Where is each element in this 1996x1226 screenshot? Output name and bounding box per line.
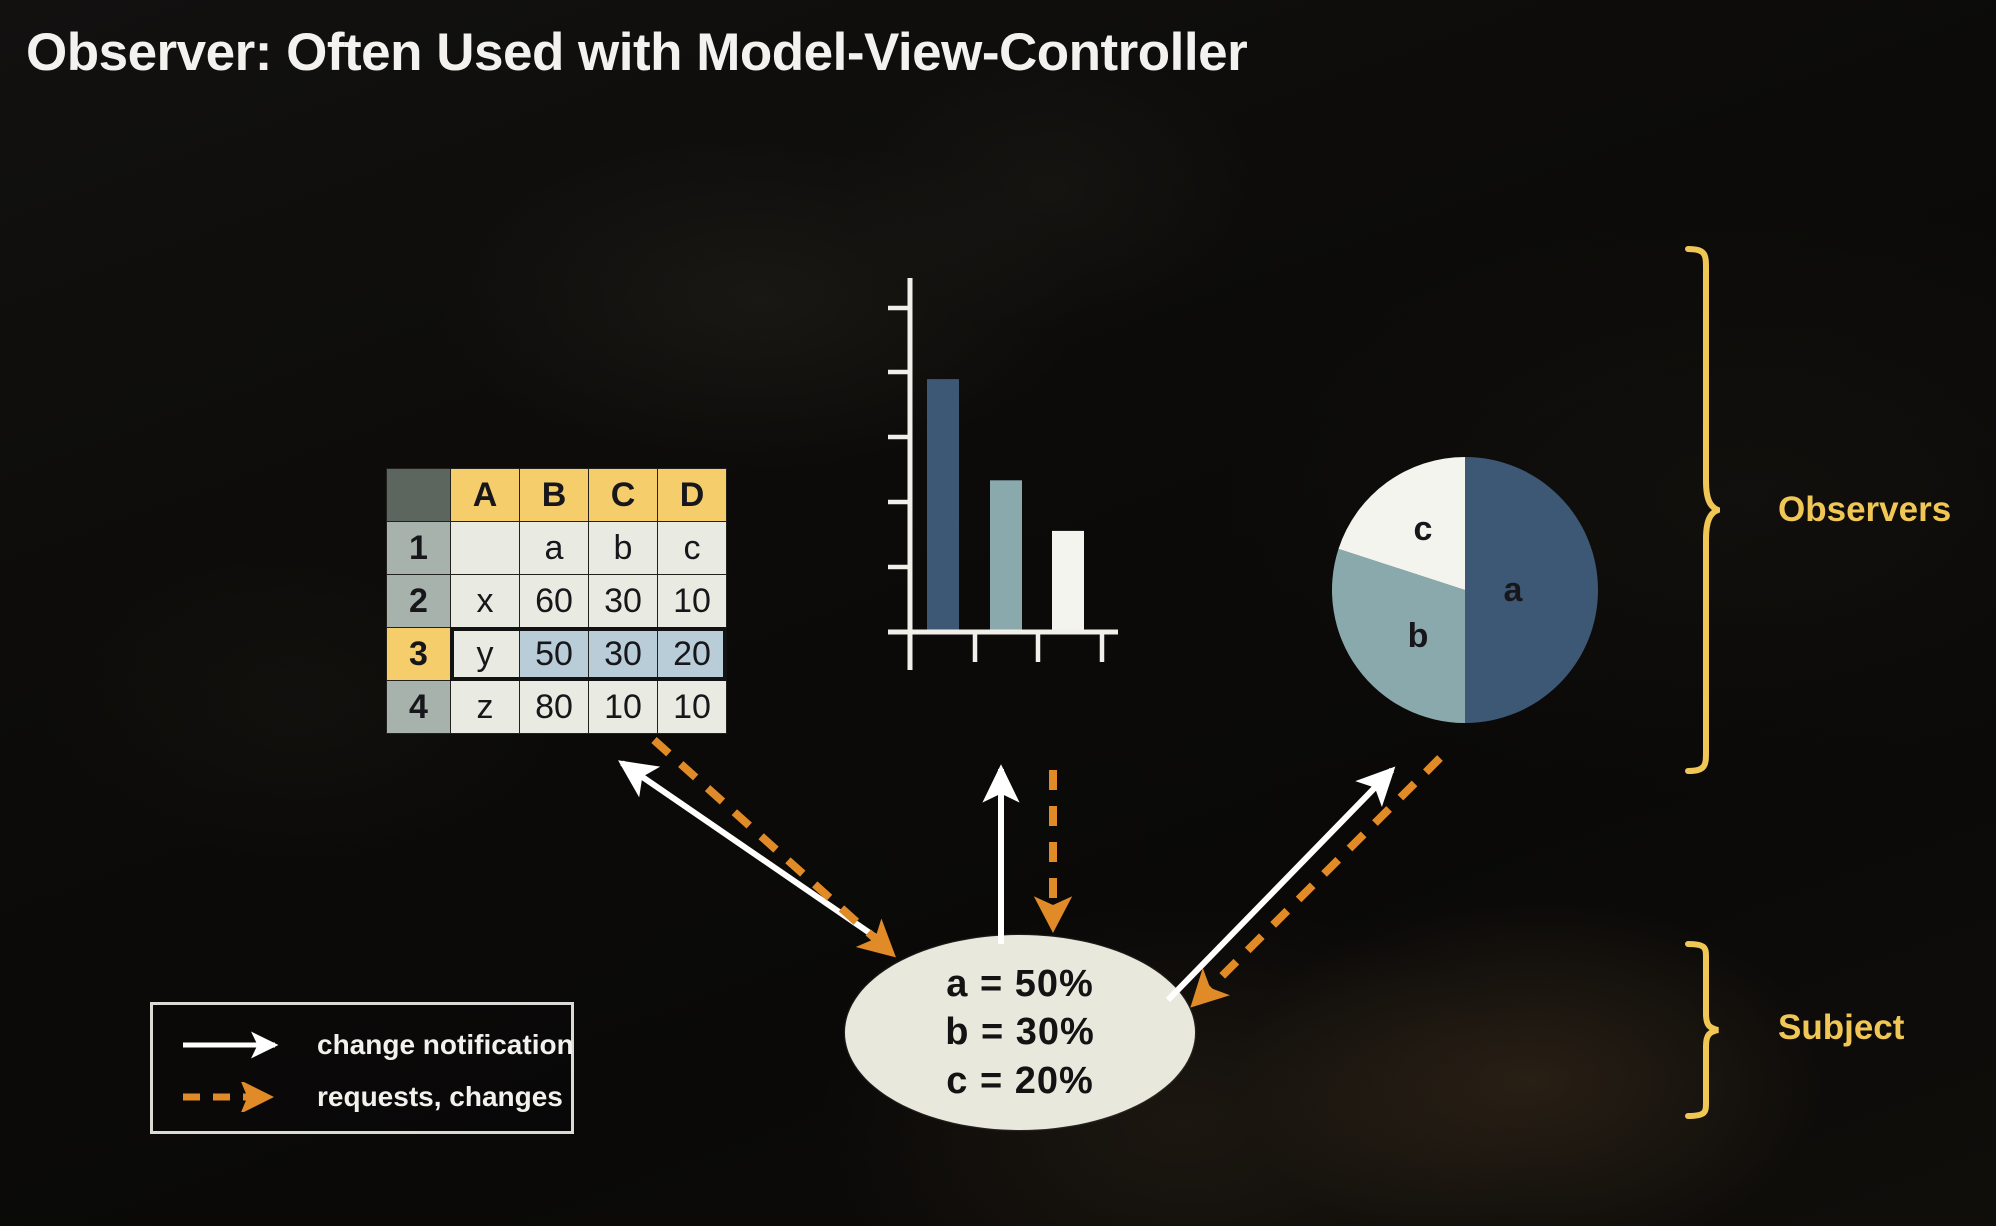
table-row-selected[interactable]: 3 y 50 30 20 [386, 627, 727, 681]
spreadsheet-table[interactable]: A B C D 1 a b c 2 x 60 30 10 3 y [386, 468, 727, 734]
arrow-notification-piechart [1165, 766, 1396, 1003]
cell-c1[interactable]: b [588, 521, 658, 575]
pie-label-b: b [1408, 617, 1429, 655]
observers-brace-icon [1685, 246, 1720, 774]
cell-a4[interactable]: z [450, 680, 520, 734]
arrow-notification-table [618, 760, 882, 943]
cell-a1[interactable] [450, 521, 520, 575]
bar-chart-view[interactable]: a b c [850, 270, 1150, 670]
pie-label-a: a [1504, 571, 1524, 609]
column-header-a[interactable]: A [450, 468, 520, 522]
subject-line-a: a = 50% [946, 963, 1094, 1006]
cell-c3[interactable]: 30 [588, 627, 658, 681]
bar-xtick-label-c: c [1057, 668, 1080, 670]
cell-b1[interactable]: a [519, 521, 589, 575]
row-header-3[interactable]: 3 [386, 627, 451, 681]
cell-c2[interactable]: 30 [588, 574, 658, 628]
cell-b3[interactable]: 50 [519, 627, 589, 681]
column-header-d[interactable]: D [657, 468, 727, 522]
pie-slice-c[interactable] [1338, 457, 1466, 590]
cell-c4[interactable]: 10 [588, 680, 658, 734]
table-view[interactable]: A B C D 1 a b c 2 x 60 30 10 3 y [386, 468, 727, 734]
row-header-1[interactable]: 1 [386, 521, 451, 575]
legend-label-request: requests, changes [317, 1081, 563, 1112]
arrow-request-piechart [1190, 755, 1443, 1008]
table-row[interactable]: 2 x 60 30 10 [386, 574, 727, 628]
table-header-row: A B C D [386, 468, 727, 522]
cell-a2[interactable]: x [450, 574, 520, 628]
solid-arrow-icon [179, 1030, 303, 1060]
legend-box: change notification requests, changes [150, 1002, 574, 1134]
row-header-4[interactable]: 4 [386, 680, 451, 734]
pie-slice-a[interactable] [1465, 457, 1598, 723]
column-header-b[interactable]: B [519, 468, 589, 522]
subject-line-c: c = 20% [946, 1059, 1094, 1102]
bar-xtick-label-b: b [993, 668, 1019, 670]
subject-line-b: b = 30% [945, 1011, 1095, 1054]
bar-xtick-label-a: a [931, 668, 955, 670]
page-title: Observer: Often Used with Model-View-Con… [26, 23, 1248, 82]
bar-b[interactable] [990, 480, 1022, 632]
legend-item-notification: change notification [153, 1019, 574, 1071]
legend-label-notification: change notification [317, 1029, 574, 1060]
pie-slice-b[interactable] [1331, 548, 1465, 723]
arrow-request-table [651, 737, 896, 958]
cell-b4[interactable]: 80 [519, 680, 589, 734]
bar-a[interactable] [927, 379, 959, 632]
cell-d1[interactable]: c [657, 521, 727, 575]
subject-model-ellipse[interactable]: a = 50% b = 30% c = 20% [845, 935, 1195, 1130]
table-corner-cell[interactable] [386, 468, 451, 522]
row-header-2[interactable]: 2 [386, 574, 451, 628]
pie-chart-view[interactable]: a b c [1330, 455, 1600, 725]
group-label-subject: Subject [1778, 1008, 1905, 1047]
table-row[interactable]: 4 z 80 10 10 [386, 680, 727, 734]
dashed-arrow-icon [179, 1080, 303, 1114]
cell-d3[interactable]: 20 [657, 627, 727, 681]
column-header-c[interactable]: C [588, 468, 658, 522]
legend-item-request: requests, changes [153, 1071, 571, 1123]
cell-d4[interactable]: 10 [657, 680, 727, 734]
pie-label-c: c [1414, 510, 1433, 548]
table-row[interactable]: 1 a b c [386, 521, 727, 575]
cell-d2[interactable]: 10 [657, 574, 727, 628]
group-label-observers: Observers [1778, 490, 1952, 529]
subject-brace-icon [1685, 941, 1719, 1119]
cell-b2[interactable]: 60 [519, 574, 589, 628]
bar-c[interactable] [1052, 530, 1084, 632]
cell-a3[interactable]: y [450, 627, 520, 681]
